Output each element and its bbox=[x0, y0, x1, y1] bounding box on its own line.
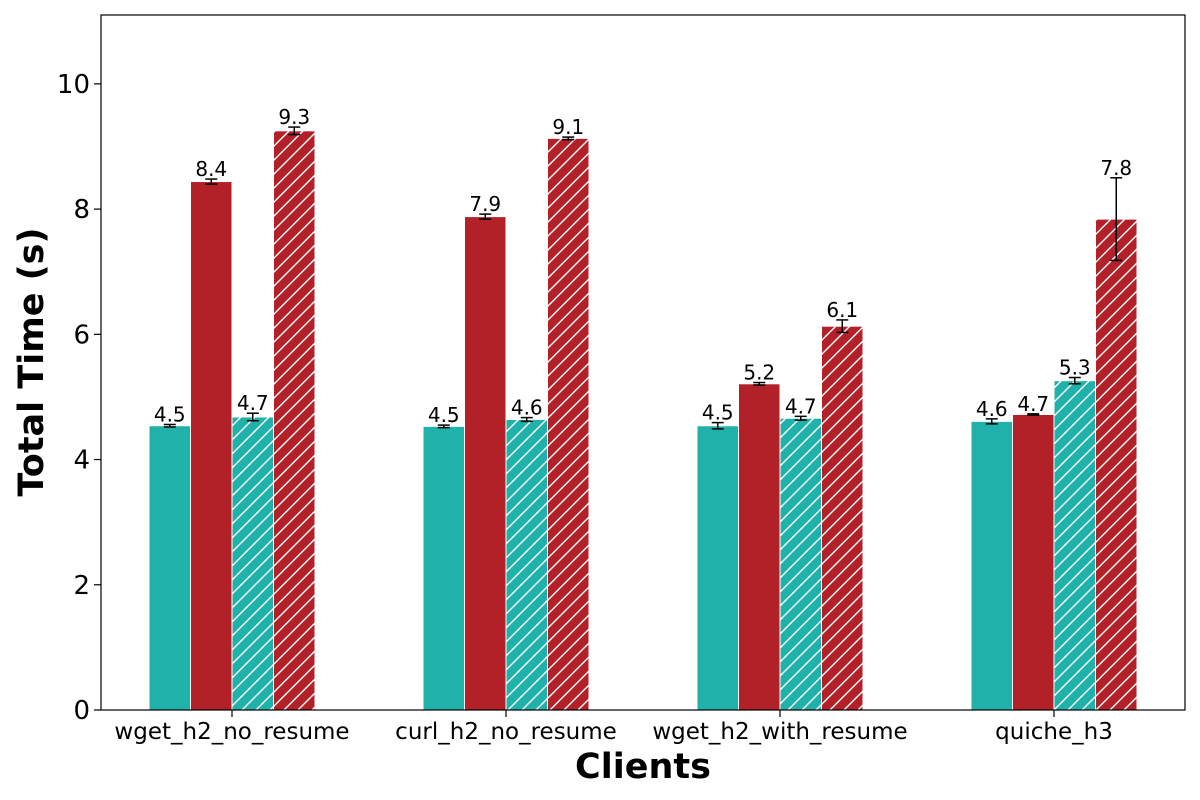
y-tick-label: 2 bbox=[73, 571, 90, 601]
data-label: 8.4 bbox=[195, 157, 227, 181]
bar-series-4-3 bbox=[1095, 218, 1138, 711]
data-label: 9.1 bbox=[552, 115, 584, 139]
y-tick-label: 0 bbox=[73, 696, 90, 726]
y-tick-label: 10 bbox=[57, 70, 90, 100]
bar-series-2-3 bbox=[1012, 413, 1055, 711]
x-tick-label: wget_h2_no_resume bbox=[114, 719, 349, 745]
bar-series-1-3 bbox=[970, 420, 1013, 711]
y-tick-label: 4 bbox=[73, 446, 90, 476]
x-tick-label: wget_h2_with_resume bbox=[652, 719, 907, 745]
data-label: 5.3 bbox=[1059, 356, 1091, 380]
plot-frame bbox=[100, 14, 1186, 711]
bar-series-2-0 bbox=[190, 181, 233, 711]
bar-series-4-1 bbox=[547, 137, 590, 711]
y-axis-title: Total Time (s) bbox=[12, 228, 52, 497]
bar-series-2-2 bbox=[738, 383, 781, 711]
data-label: 4.6 bbox=[511, 396, 543, 420]
data-label: 4.6 bbox=[976, 397, 1008, 421]
bar-series-4-0 bbox=[273, 130, 316, 711]
data-label: 4.7 bbox=[785, 394, 817, 418]
bar-series-1-1 bbox=[422, 425, 465, 711]
bar-series-1-2 bbox=[696, 425, 739, 711]
data-label: 6.1 bbox=[826, 298, 858, 322]
y-tick-label: 6 bbox=[73, 320, 90, 350]
bar-series-3-2 bbox=[779, 417, 822, 711]
data-label: 4.7 bbox=[237, 391, 269, 415]
bar-series-4-2 bbox=[821, 325, 864, 711]
data-label: 4.5 bbox=[702, 401, 734, 425]
data-label: 7.8 bbox=[1100, 156, 1132, 180]
bar-series-3-3 bbox=[1053, 380, 1096, 711]
bar-series-3-1 bbox=[505, 418, 548, 711]
x-axis-title: Clients bbox=[575, 747, 711, 787]
x-tick-label: curl_h2_no_resume bbox=[395, 719, 617, 745]
data-label: 4.7 bbox=[1017, 392, 1049, 416]
data-label: 4.5 bbox=[428, 403, 460, 427]
data-label: 7.9 bbox=[469, 192, 501, 216]
data-label: 4.5 bbox=[154, 402, 186, 426]
y-tick-label: 8 bbox=[73, 195, 90, 225]
x-tick-label: quiche_h3 bbox=[995, 719, 1113, 745]
data-label: 9.3 bbox=[278, 105, 310, 129]
data-label: 5.2 bbox=[743, 361, 775, 385]
bar-series-3-0 bbox=[231, 416, 274, 711]
bar-series-1-0 bbox=[148, 425, 191, 711]
bar-series-2-1 bbox=[464, 216, 507, 711]
